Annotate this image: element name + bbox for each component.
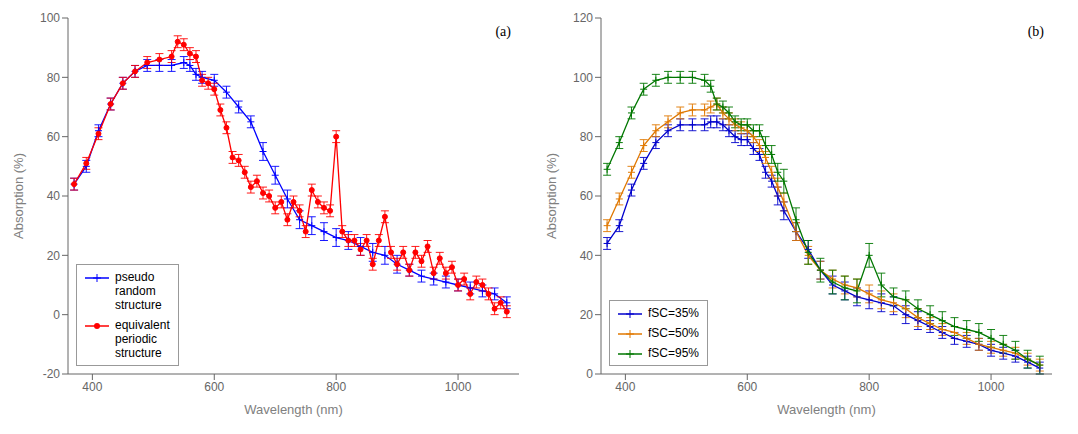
svg-text:80: 80 — [580, 130, 594, 144]
svg-text:Wavelength (nm): Wavelength (nm) — [244, 402, 343, 417]
svg-text:80: 80 — [47, 71, 61, 85]
svg-text:400: 400 — [615, 380, 635, 394]
svg-text:Wavelength (nm): Wavelength (nm) — [777, 402, 876, 417]
html-text:equivalent periodic structure: equivalent periodic structure — [115, 318, 170, 360]
svg-text:0: 0 — [53, 308, 60, 322]
svg-text:60: 60 — [580, 189, 594, 203]
html-text:(a): (a) — [495, 24, 511, 39]
svg-text:20: 20 — [47, 249, 61, 263]
svg-text:100: 100 — [40, 11, 60, 25]
svg-text:40: 40 — [47, 189, 61, 203]
svg-text:-20: -20 — [43, 367, 61, 381]
html-text:(b): (b) — [1027, 24, 1044, 39]
svg-text:20: 20 — [580, 308, 594, 322]
svg-text:800: 800 — [859, 380, 879, 394]
svg-text:600: 600 — [737, 380, 757, 394]
svg-text:400: 400 — [82, 380, 102, 394]
html-text:fSC=95%: fSC=95% — [648, 346, 699, 360]
html-text:pseudo random structure: pseudo random structure — [115, 270, 162, 312]
svg-text:120: 120 — [573, 11, 593, 25]
svg-text:40: 40 — [580, 249, 594, 263]
svg-text:100: 100 — [573, 71, 593, 85]
html-text:fSC=35%: fSC=35% — [648, 306, 699, 320]
svg-text:1000: 1000 — [978, 380, 1005, 394]
svg-text:0: 0 — [586, 367, 593, 381]
svg-text:1000: 1000 — [445, 380, 472, 394]
html-text:fSC=50%: fSC=50% — [648, 326, 699, 340]
svg-text:800: 800 — [326, 380, 346, 394]
svg-text:60: 60 — [47, 130, 61, 144]
svg-text:600: 600 — [204, 380, 224, 394]
svg-text:Absorption (%): Absorption (%) — [544, 153, 559, 239]
svg-text:Absorption (%): Absorption (%) — [11, 153, 26, 239]
